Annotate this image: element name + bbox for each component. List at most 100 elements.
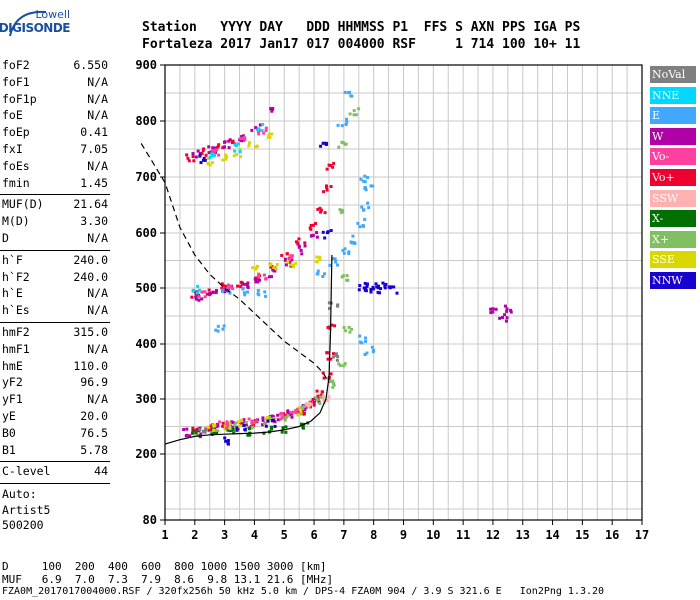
echo-point-w — [290, 258, 294, 262]
legend-item-vo-: Vo- — [650, 148, 696, 166]
echo-point-nnw — [364, 286, 368, 290]
echo-point-x- — [226, 426, 230, 430]
echo-point-vo- — [264, 126, 268, 130]
echo-point-vo- — [288, 257, 292, 261]
echo-point-sse — [299, 410, 303, 414]
echo-point-e — [369, 184, 373, 188]
echo-point-x- — [251, 425, 255, 429]
echo-point-nne — [196, 284, 200, 288]
echo-point-vo- — [209, 424, 213, 428]
echo-point-sse — [240, 419, 244, 423]
echo-point-w — [231, 421, 235, 425]
echo-point-vo- — [229, 284, 233, 288]
echo-point-w — [211, 290, 215, 294]
parameter-value: N/A — [87, 341, 108, 356]
x-tick-label: 16 — [605, 528, 619, 542]
echo-point-x- — [341, 141, 345, 145]
echo-point-e — [364, 339, 368, 343]
parameter-row: hmF2 315.0 — [2, 325, 108, 341]
echo-point-w — [256, 279, 260, 283]
echo-point-sse — [254, 145, 258, 149]
echo-point-nne — [235, 144, 239, 148]
echo-point-vo- — [221, 146, 225, 150]
echo-point-x- — [340, 208, 344, 212]
echo-point-nnw — [376, 290, 380, 294]
echo-point-w — [223, 290, 227, 294]
echo-point-x- — [245, 425, 249, 429]
parameter-row: fxI 7.05 — [2, 142, 108, 158]
echo-point-e — [344, 123, 348, 127]
echo-point-vo- — [250, 419, 254, 423]
footer-distance-row: D 100 200 400 600 800 1000 1500 3000 [km… — [2, 560, 327, 573]
echo-point-vo- — [217, 420, 221, 424]
echo-point-e — [356, 221, 360, 225]
echo-point-w — [315, 231, 319, 235]
echo-point-vo- — [225, 420, 229, 424]
echo-point-e — [241, 286, 245, 290]
echo-point-w — [216, 424, 220, 428]
echo-point-vo- — [332, 162, 336, 166]
x-tick-label: 14 — [545, 528, 559, 542]
legend-item-sse: SSE — [650, 251, 696, 269]
echo-point-nne — [260, 129, 264, 133]
echo-point-x- — [284, 430, 288, 434]
legend-item-ssw: SSW — [650, 189, 696, 207]
echo-point-w — [245, 282, 249, 286]
digisonde-logo: Lowell DIGISONDE — [0, 6, 71, 40]
echo-point-vo- — [297, 411, 301, 415]
echo-point-w — [300, 252, 304, 256]
echo-point-w — [290, 415, 294, 419]
parameter-name: h`E — [2, 286, 23, 301]
echo-point-vo- — [185, 153, 189, 157]
echo-point-vo- — [282, 412, 286, 416]
parameter-separator — [0, 194, 110, 196]
echo-point-sse — [255, 266, 259, 270]
echo-point-vo- — [194, 292, 198, 296]
echo-point-e — [363, 217, 367, 221]
echo-point-vo- — [296, 242, 300, 246]
echo-point-nnw — [198, 153, 202, 157]
parameter-row: foE N/A — [2, 108, 108, 124]
echo-point-ssw — [322, 398, 326, 402]
echo-point-e — [358, 334, 362, 338]
echo-point-vo- — [247, 417, 251, 421]
echo-point-e — [348, 90, 352, 94]
echo-point-x- — [331, 385, 335, 389]
y-tick-label: 600 — [135, 226, 157, 240]
echo-point-vo- — [191, 155, 195, 159]
echo-point-vo- — [221, 284, 225, 288]
echo-point-w — [505, 309, 509, 313]
echo-point-x- — [213, 431, 217, 435]
echo-point-sse — [212, 428, 216, 432]
echo-point-x- — [244, 420, 248, 424]
echo-point-w — [269, 275, 273, 279]
echo-point-e — [365, 351, 369, 355]
echo-point-x- — [281, 426, 285, 430]
parameter-value: N/A — [87, 74, 108, 89]
legend-item-nne: NNE — [650, 86, 696, 104]
echo-point-sse — [238, 147, 242, 151]
clevel-name: C-level — [2, 464, 51, 479]
echo-point-x- — [342, 364, 346, 368]
echo-point-e — [246, 290, 250, 294]
echo-point-sse — [239, 155, 243, 159]
echo-point-sse — [228, 426, 232, 430]
x-tick-label: 15 — [575, 528, 589, 542]
echo-point-w — [312, 400, 316, 404]
echo-point-vo- — [269, 265, 273, 269]
echo-point-e — [362, 208, 366, 212]
parameter-row: MUF(D) 21.64 — [2, 197, 108, 213]
autoscaling-note: 500200 — [2, 518, 44, 533]
echo-point-x- — [262, 431, 266, 435]
echo-point-vo- — [329, 372, 333, 376]
parameter-value: 5.78 — [80, 442, 108, 457]
parameter-separator — [0, 322, 110, 323]
echo-point-nnw — [224, 439, 228, 443]
echo-point-sse — [206, 425, 210, 429]
echo-point-x- — [247, 427, 251, 431]
parameter-name: yF2 — [2, 375, 23, 390]
echo-point-x- — [302, 404, 306, 408]
parameter-name: fmin — [2, 175, 30, 190]
parameter-value: N/A — [87, 303, 108, 318]
echo-point-w — [286, 409, 290, 413]
